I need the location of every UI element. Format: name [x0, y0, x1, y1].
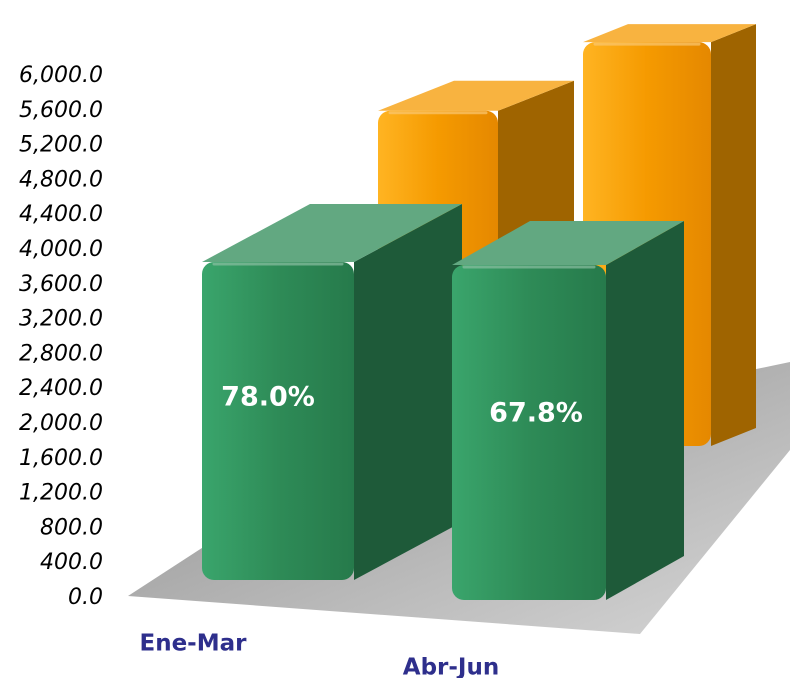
y-tick-label: 1,200.0	[19, 481, 103, 506]
category-labels: Ene-Mar Abr-Jun	[140, 631, 500, 678]
bar-front-2	[452, 221, 684, 600]
y-tick-label: 4,000.0	[19, 237, 103, 262]
y-tick-label: 800.0	[40, 515, 103, 540]
data-label: 78.0%	[221, 382, 315, 413]
bar-front-1	[202, 204, 462, 580]
y-axis-ticks: 0.0 400.0 800.0 1,200.0 1,600.0 2,000.0 2,400.…	[19, 63, 103, 610]
data-labels: 78.0% 67.8%	[221, 382, 583, 429]
y-tick-label: 4,800.0	[19, 167, 103, 192]
y-tick-label: 2,400.0	[19, 376, 103, 401]
y-tick-label: 400.0	[40, 550, 103, 575]
y-tick-label: 6,000.0	[19, 63, 103, 88]
category-label: Ene-Mar	[140, 631, 248, 657]
y-tick-label: 5,600.0	[19, 98, 103, 123]
y-tick-label: 3,600.0	[19, 272, 103, 297]
y-tick-label: 5,200.0	[19, 133, 103, 158]
y-tick-label: 2,800.0	[19, 341, 103, 366]
y-tick-label: 3,200.0	[19, 307, 103, 332]
y-tick-label: 4,400.0	[19, 202, 103, 227]
y-tick-label: 1,600.0	[19, 446, 103, 471]
y-tick-label: 0.0	[68, 585, 103, 610]
category-label: Abr-Jun	[403, 655, 499, 678]
y-tick-label: 2,000.0	[19, 411, 103, 436]
front-series-bars	[202, 204, 684, 600]
data-label: 67.8%	[489, 398, 583, 429]
